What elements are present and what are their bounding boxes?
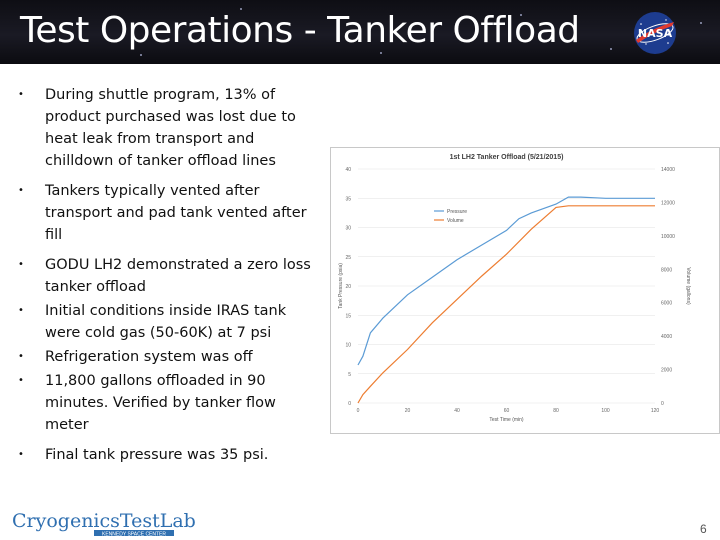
- x-tick-label: 100: [601, 408, 610, 414]
- bullet-item: • Tankers typically vented after transpor…: [18, 180, 318, 246]
- bullet-text: Final tank pressure was 35 psi.: [45, 447, 269, 463]
- x-tick-label: 20: [405, 408, 411, 414]
- y2-tick-label: 0: [661, 401, 664, 407]
- nasa-logo-text: NASA: [638, 27, 673, 40]
- bullet-icon: •: [18, 89, 24, 100]
- y-axis-label: Tank Pressure (psia): [338, 263, 344, 309]
- y-tick-label: 20: [345, 284, 351, 290]
- bullet-icon: •: [18, 305, 24, 316]
- star-decoration: [380, 52, 382, 54]
- legend-label: Volume: [447, 218, 464, 224]
- chart-title: 1st LH2 Tanker Offload (5/21/2015): [450, 154, 564, 161]
- star-decoration: [610, 48, 612, 50]
- y2-tick-label: 12000: [661, 200, 675, 206]
- x-tick-label: 0: [357, 408, 360, 414]
- star-decoration: [520, 14, 522, 16]
- y-tick-label: 40: [345, 167, 351, 173]
- footer-logo-text: CryogenicsTestLab: [12, 510, 196, 532]
- bullet-icon: •: [18, 185, 24, 196]
- star-decoration: [700, 22, 702, 24]
- bullet-text: GODU LH2 demonstrated a zero loss tanker…: [45, 257, 311, 295]
- y-tick-label: 0: [348, 401, 351, 407]
- offload-chart: 1st LH2 Tanker Offload (5/21/2015) 0 5 10 15…: [330, 147, 720, 434]
- y-tick-label: 25: [345, 255, 351, 261]
- x-tick-label: 120: [651, 408, 660, 414]
- bullet-item: • 11,800 gallons offloaded in 90 minutes.…: [18, 370, 318, 436]
- y2-tick-label: 4000: [661, 334, 672, 340]
- bullet-icon: •: [18, 449, 24, 460]
- bullet-item: • During shuttle program, 13% of product …: [18, 84, 318, 172]
- y-tick-label: 30: [345, 226, 351, 232]
- y2-tick-label: 2000: [661, 368, 672, 374]
- bullet-item: • Refrigeration system was off: [18, 346, 318, 368]
- x-tick-label: 80: [553, 408, 559, 414]
- x-tick-label: 60: [504, 408, 510, 414]
- y-tick-label: 10: [345, 343, 351, 349]
- y-tick-label: 35: [345, 196, 351, 202]
- chart-canvas: 1st LH2 Tanker Offload (5/21/2015) 0 5 10 15…: [338, 154, 691, 423]
- slide-title: Test Operations - Tanker Offload: [20, 10, 580, 51]
- series-line-volume: [357, 205, 655, 404]
- legend-label: Pressure: [447, 209, 467, 215]
- bullet-icon: •: [18, 259, 24, 270]
- star-decoration: [240, 8, 242, 10]
- bullet-text: Initial conditions inside IRAS tank were…: [45, 303, 287, 341]
- y2-tick-label: 10000: [661, 234, 675, 240]
- bullet-text: Tankers typically vented after transport…: [45, 183, 307, 243]
- title-bar: Test Operations - Tanker Offload NASA: [0, 0, 720, 64]
- nasa-logo-icon: NASA: [634, 12, 676, 54]
- y-tick-label: 5: [348, 372, 351, 378]
- y2-tick-label: 6000: [661, 301, 672, 307]
- cryogenics-test-lab-logo: CryogenicsTestLab KENNEDY SPACE CENTER: [12, 510, 196, 538]
- bullet-text: During shuttle program, 13% of product p…: [45, 87, 296, 169]
- bullet-text: 11,800 gallons offloaded in 90 minutes. …: [45, 373, 276, 433]
- series-line-pressure: [357, 196, 655, 366]
- bullet-item: • GODU LH2 demonstrated a zero loss tanke…: [18, 254, 318, 298]
- footer-logo-subtext: KENNEDY SPACE CENTER: [102, 532, 166, 538]
- bullet-item: • Initial conditions inside IRAS tank wer…: [18, 300, 318, 344]
- x-axis-label: Test Time (min): [489, 417, 524, 423]
- star-decoration: [140, 54, 142, 56]
- bullet-list: • During shuttle program, 13% of product …: [18, 84, 318, 466]
- y2-tick-label: 8000: [661, 267, 672, 273]
- y-tick-label: 15: [345, 313, 351, 319]
- y2-axis-label: Volume (gallons): [685, 267, 691, 305]
- y2-tick-label: 14000: [661, 167, 675, 173]
- bullet-icon: •: [18, 351, 24, 362]
- bullet-icon: •: [18, 375, 24, 386]
- page-number: 6: [700, 522, 707, 536]
- bullet-text: Refrigeration system was off: [45, 349, 253, 365]
- bullet-item: • Final tank pressure was 35 psi.: [18, 444, 318, 466]
- x-tick-label: 40: [454, 408, 460, 414]
